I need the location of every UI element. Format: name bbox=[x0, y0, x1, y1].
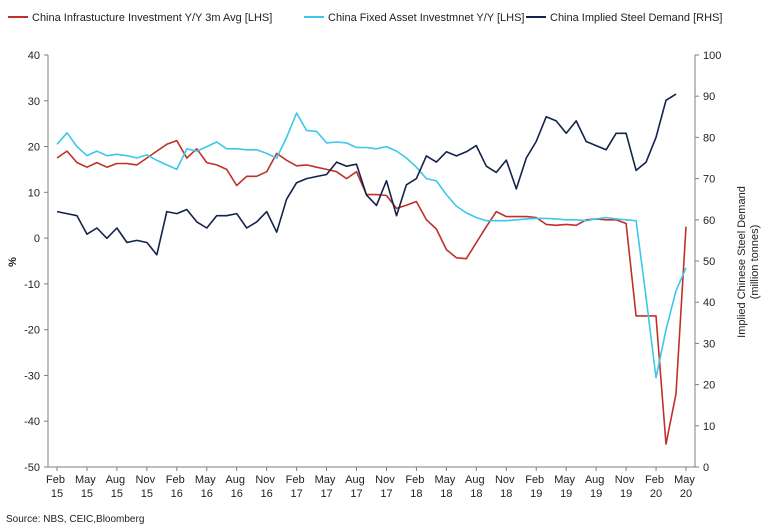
y2-axis-label: Implied Chinese Steel Demand bbox=[736, 186, 748, 338]
x-tick-label: Feb 15 bbox=[46, 474, 68, 500]
x-tick-label: Aug 17 bbox=[345, 474, 368, 500]
y-tick-label: -50 bbox=[24, 462, 40, 474]
y2-tick-label: 60 bbox=[703, 215, 715, 227]
y2-tick-label: 30 bbox=[703, 338, 715, 350]
y2-tick-label: 0 bbox=[703, 462, 709, 474]
x-tick-label: Feb 17 bbox=[286, 474, 308, 500]
y-tick-label: 40 bbox=[28, 50, 40, 62]
series-line bbox=[56, 139, 687, 445]
x-tick-label: May 19 bbox=[554, 474, 578, 500]
x-tick-label: Nov 19 bbox=[615, 474, 638, 500]
source-note: Source: NBS, CEIC,Bloomberg bbox=[6, 514, 144, 525]
y-tick-label: -30 bbox=[24, 370, 40, 382]
y-tick-label: -20 bbox=[24, 325, 40, 337]
x-tick-label: Nov 18 bbox=[495, 474, 518, 500]
x-tick-label: May 18 bbox=[434, 474, 458, 500]
x-tick-label: Feb 18 bbox=[405, 474, 427, 500]
x-tick-label: Nov 17 bbox=[375, 474, 398, 500]
x-tick-label: Aug 15 bbox=[106, 474, 129, 500]
y-tick-label: -40 bbox=[24, 416, 40, 428]
y2-tick-label: 80 bbox=[703, 132, 715, 144]
legend-label: China Fixed Asset Investmnet Y/Y [LHS] bbox=[328, 12, 524, 24]
x-tick-label: May 20 bbox=[674, 474, 698, 500]
y2-tick-label: 70 bbox=[703, 174, 715, 186]
y2-tick-label: 50 bbox=[703, 256, 715, 268]
x-tick-label: Nov 16 bbox=[255, 474, 278, 500]
y2-tick-label: 100 bbox=[703, 50, 721, 62]
y-tick-label: 0 bbox=[34, 233, 40, 245]
y2-tick-label: 10 bbox=[703, 421, 715, 433]
y2-tick-label: 90 bbox=[703, 91, 715, 103]
y-axis-label: % bbox=[7, 257, 19, 267]
x-tick-label: Aug 19 bbox=[585, 474, 608, 500]
x-tick-label: Feb 16 bbox=[166, 474, 188, 500]
x-tick-label: May 15 bbox=[75, 474, 99, 500]
x-tick-label: Aug 16 bbox=[225, 474, 248, 500]
x-tick-label: May 17 bbox=[315, 474, 339, 500]
y2-tick-label: 20 bbox=[703, 380, 715, 392]
series-line bbox=[56, 93, 677, 256]
y-tick-label: 10 bbox=[28, 187, 40, 199]
x-tick-label: Nov 15 bbox=[136, 474, 159, 500]
x-tick-label: Aug 18 bbox=[465, 474, 488, 500]
y-tick-label: 30 bbox=[28, 96, 40, 108]
legend-label: China Implied Steel Demand [RHS] bbox=[550, 12, 722, 24]
y2-tick-label: 40 bbox=[703, 297, 715, 309]
legend-label: China Infrastucture Investment Y/Y 3m Av… bbox=[32, 12, 272, 24]
series-line bbox=[56, 112, 687, 379]
x-tick-label: May 16 bbox=[195, 474, 219, 500]
x-tick-label: Feb 19 bbox=[525, 474, 547, 500]
y-tick-label: 20 bbox=[28, 142, 40, 154]
y2-axis-label: (million tonnes) bbox=[749, 225, 761, 300]
x-tick-label: Feb 20 bbox=[645, 474, 667, 500]
y-tick-label: -10 bbox=[24, 279, 40, 291]
